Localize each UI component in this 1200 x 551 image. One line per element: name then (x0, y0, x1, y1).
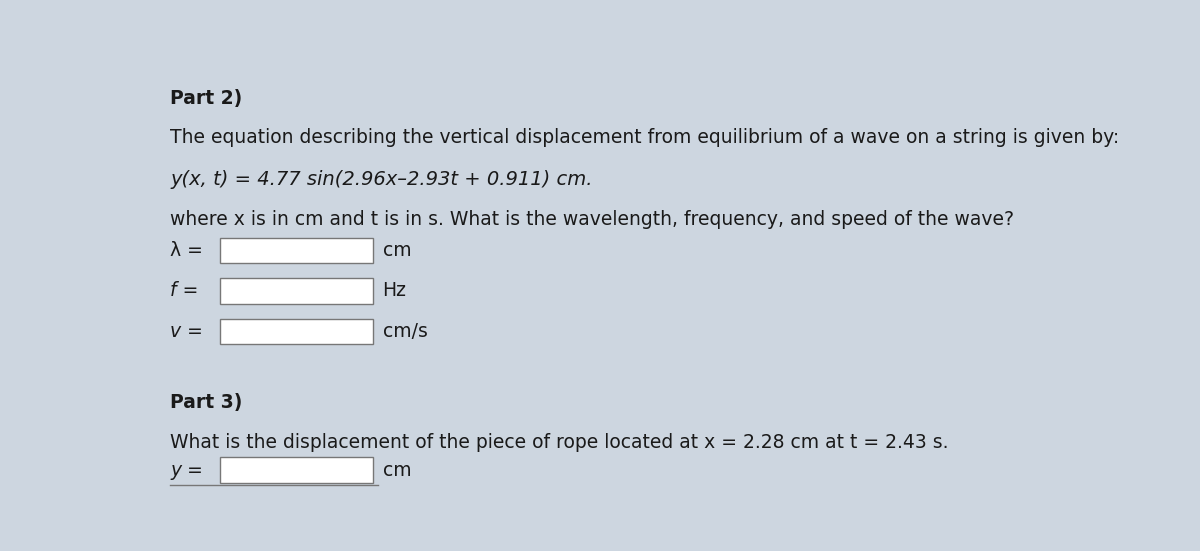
FancyBboxPatch shape (220, 238, 373, 263)
Text: The equation describing the vertical displacement from equilibrium of a wave on : The equation describing the vertical dis… (170, 128, 1120, 147)
Text: where x is in cm and t is in s. What is the wavelength, frequency, and speed of : where x is in cm and t is in s. What is … (170, 210, 1014, 229)
Text: f =: f = (170, 282, 199, 300)
Text: y =: y = (170, 461, 203, 479)
Text: y(x, t) = 4.77 sin(2.96x–2.93t + 0.911) cm.: y(x, t) = 4.77 sin(2.96x–2.93t + 0.911) … (170, 170, 593, 189)
FancyBboxPatch shape (220, 457, 373, 483)
FancyBboxPatch shape (220, 318, 373, 344)
FancyBboxPatch shape (220, 278, 373, 304)
Text: Hz: Hz (383, 282, 407, 300)
Text: cm: cm (383, 241, 412, 260)
Text: cm: cm (383, 461, 412, 479)
Text: cm/s: cm/s (383, 322, 427, 341)
Text: What is the displacement of the piece of rope located at x = 2.28 cm at t = 2.43: What is the displacement of the piece of… (170, 433, 949, 452)
Text: v =: v = (170, 322, 203, 341)
Text: Part 2): Part 2) (170, 89, 242, 109)
Text: Part 3): Part 3) (170, 393, 242, 412)
Text: λ =: λ = (170, 241, 203, 260)
